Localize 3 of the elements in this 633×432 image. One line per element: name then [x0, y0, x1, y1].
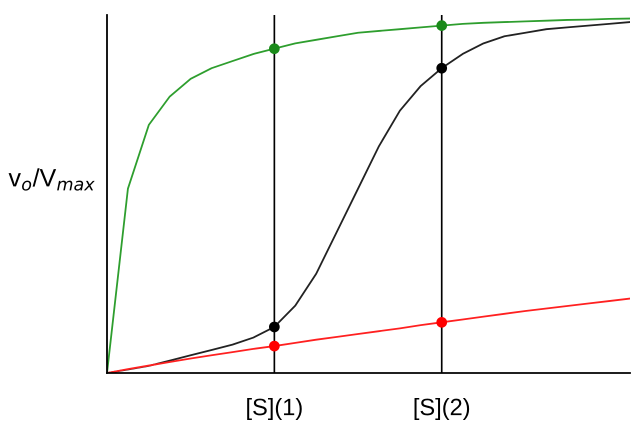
x-tick-label: [S](2) — [414, 398, 470, 420]
x-tick-label: [S](1) — [247, 398, 302, 420]
y-axis-title: v$_{o}$/V$_{max}$ — [8, 168, 95, 191]
